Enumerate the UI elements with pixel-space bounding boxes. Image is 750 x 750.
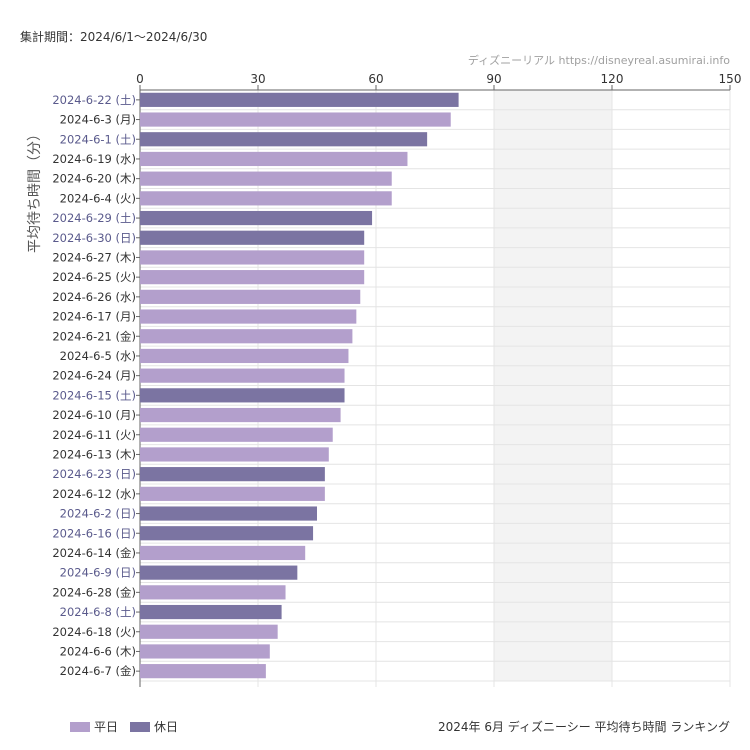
bar: [140, 112, 451, 127]
bar: [140, 506, 317, 521]
category-label: 2024-6-3 (月): [60, 113, 136, 127]
category-label: 2024-6-30 (日): [52, 231, 136, 245]
bar: [140, 132, 428, 147]
category-label: 2024-6-12 (水): [52, 487, 136, 501]
bar: [140, 92, 459, 107]
bar: [140, 545, 306, 561]
category-label: 2024-6-29 (土): [52, 211, 136, 225]
category-label: 2024-6-13 (木): [52, 447, 136, 461]
bar: [140, 368, 345, 383]
bar: [140, 467, 325, 482]
category-label: 2024-6-23 (日): [52, 467, 136, 481]
legend: 平日 休日: [70, 718, 178, 735]
category-label: 2024-6-28 (金): [52, 585, 136, 599]
x-tick-label: 30: [250, 72, 265, 86]
bar: [140, 191, 392, 206]
source-label: ディズニーリアル https://disneyreal.asumirai.inf…: [467, 54, 730, 67]
category-label: 2024-6-21 (金): [52, 329, 136, 343]
bar: [140, 447, 329, 462]
bar: [140, 270, 365, 285]
category-label: 2024-6-26 (水): [52, 290, 136, 304]
category-label: 2024-6-27 (木): [52, 250, 136, 264]
bar: [140, 407, 341, 423]
bar: [140, 250, 365, 265]
x-tick-label: 120: [601, 72, 624, 86]
legend-label-weekday: 平日: [94, 720, 119, 734]
legend-swatch-weekday: [70, 721, 90, 732]
bar: [140, 624, 278, 639]
category-label: 2024-6-25 (火): [52, 270, 136, 284]
bar: [140, 309, 357, 324]
bar: [140, 348, 349, 364]
bar: [140, 329, 353, 344]
category-label: 2024-6-10 (月): [52, 408, 136, 422]
category-label: 2024-6-11 (火): [52, 428, 136, 442]
bar: [140, 664, 266, 679]
category-label: 2024-6-18 (火): [52, 625, 136, 639]
period-label: 集計期間：2024/6/1～2024/6/30: [20, 30, 208, 44]
category-label: 2024-6-8 (土): [60, 605, 136, 619]
category-label: 2024-6-20 (木): [52, 172, 136, 186]
category-label: 2024-6-14 (金): [52, 546, 136, 560]
bar: [140, 171, 392, 186]
chart-footer-title: 2024年 6月 ディズニーシー 平均待ち時間 ランキング: [438, 720, 730, 734]
bar: [140, 486, 325, 501]
x-tick-label: 150: [719, 72, 742, 86]
category-label: 2024-6-15 (土): [52, 388, 136, 402]
legend-item-holiday: 休日: [130, 718, 178, 735]
legend-item-weekday: 平日: [70, 718, 118, 735]
bar: [140, 230, 365, 245]
category-label: 2024-6-7 (金): [60, 664, 136, 678]
bar: [140, 526, 314, 541]
category-label: 2024-6-4 (火): [60, 191, 136, 205]
bar: [140, 604, 282, 620]
bar: [140, 585, 286, 600]
bar: [140, 427, 333, 442]
legend-swatch-holiday: [130, 721, 151, 732]
bar: [140, 210, 373, 226]
category-label: 2024-6-19 (水): [52, 152, 136, 166]
x-tick-label: 0: [136, 72, 144, 86]
category-label: 2024-6-22 (土): [52, 93, 136, 107]
category-label: 2024-6-1 (土): [60, 132, 136, 146]
category-label: 2024-6-5 (水): [60, 349, 136, 363]
category-label: 2024-6-16 (日): [52, 526, 136, 540]
bar: [140, 151, 408, 167]
bar: [140, 644, 270, 659]
x-tick-label: 90: [486, 72, 501, 86]
bar: [140, 565, 298, 580]
category-label: 2024-6-9 (日): [60, 566, 136, 580]
legend-label-holiday: 休日: [154, 720, 179, 734]
bar: [140, 289, 361, 304]
category-label: 2024-6-17 (月): [52, 310, 136, 324]
x-tick-label: 60: [368, 72, 383, 86]
category-label: 2024-6-2 (日): [60, 507, 136, 521]
bar: [140, 388, 345, 403]
category-label: 2024-6-6 (木): [60, 644, 136, 658]
category-label: 2024-6-24 (月): [52, 369, 136, 383]
